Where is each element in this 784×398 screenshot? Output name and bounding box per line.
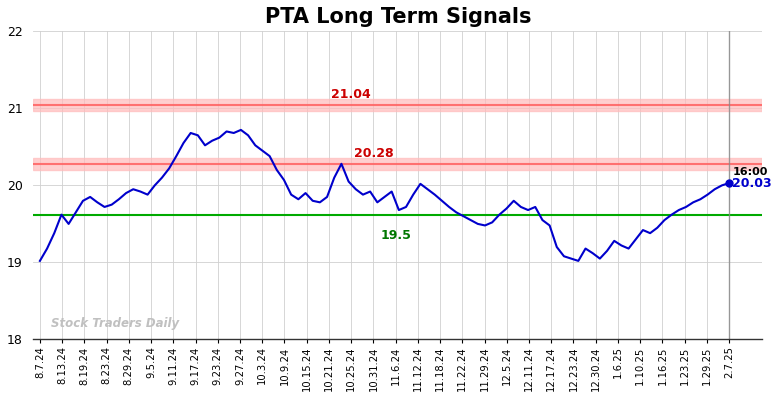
Text: 16:00: 16:00 <box>732 166 768 176</box>
Text: 20.03: 20.03 <box>732 177 772 189</box>
Text: 20.28: 20.28 <box>354 147 394 160</box>
Bar <box>33 99 762 111</box>
Bar <box>33 158 762 170</box>
Text: 19.5: 19.5 <box>380 228 411 242</box>
Text: Stock Traders Daily: Stock Traders Daily <box>51 317 180 330</box>
Point <box>723 180 735 186</box>
Text: 21.04: 21.04 <box>332 88 371 101</box>
Title: PTA Long Term Signals: PTA Long Term Signals <box>264 7 531 27</box>
